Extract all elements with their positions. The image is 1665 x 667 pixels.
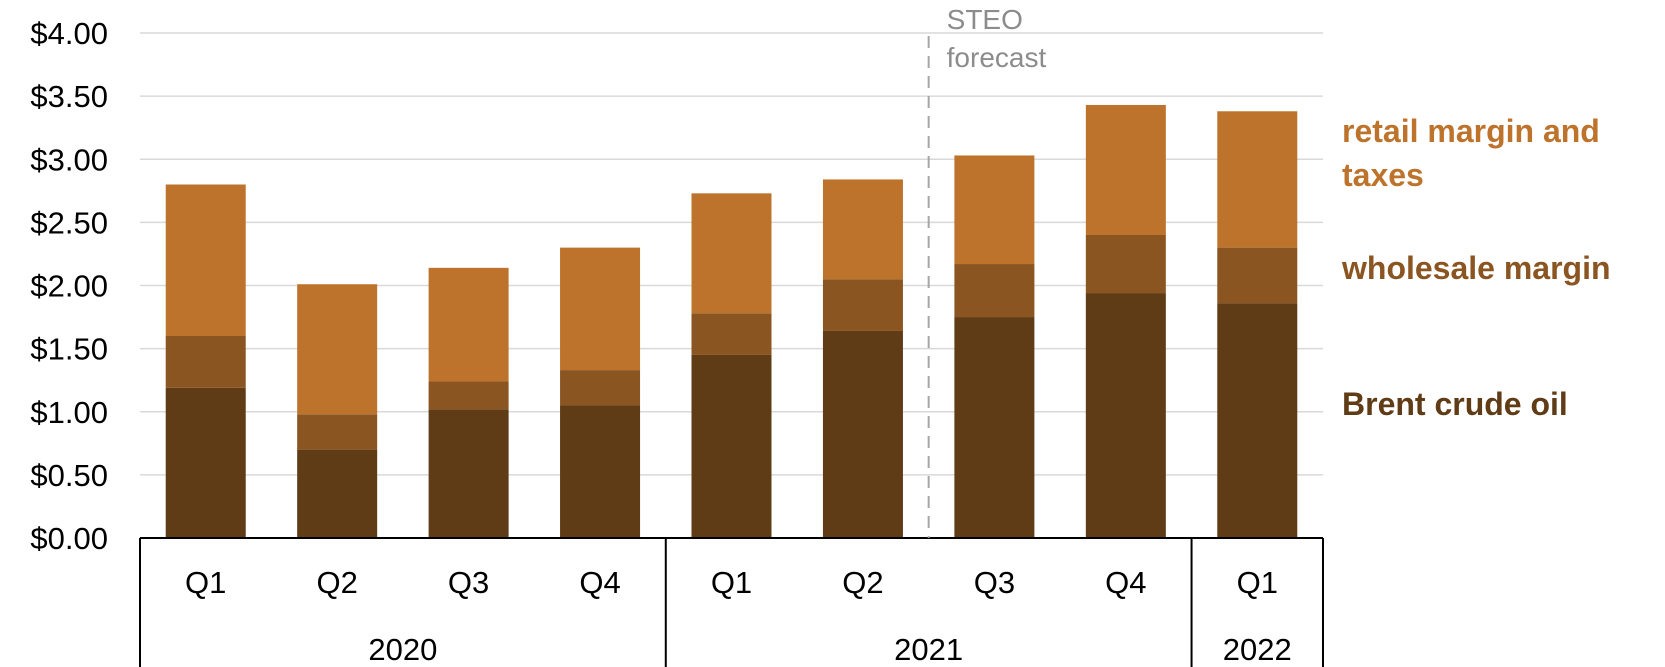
bar-segment xyxy=(560,405,641,538)
bar-segment xyxy=(297,414,378,450)
forecast-annotation: STEO forecast xyxy=(927,4,1047,538)
bar-segment xyxy=(1085,235,1166,294)
y-tick-label: $1.00 xyxy=(30,395,108,430)
forecast-label-line2: forecast xyxy=(947,42,1047,73)
y-tick-label: $1.50 xyxy=(30,332,108,367)
bar-segment xyxy=(822,279,903,331)
bars xyxy=(165,104,1298,538)
y-tick-label: $0.00 xyxy=(30,521,108,556)
legend-wholesale-margin: wholesale margin xyxy=(1341,250,1611,286)
y-tick-label: $3.00 xyxy=(30,142,108,177)
bar-segment xyxy=(297,449,378,538)
x-tick-label: Q2 xyxy=(842,565,883,600)
bar-segment xyxy=(691,193,772,314)
x-tick-label: Q4 xyxy=(579,565,620,600)
y-tick-label: $0.50 xyxy=(30,458,108,493)
x-tick-label: Q2 xyxy=(316,565,357,600)
bar-segment xyxy=(428,381,509,410)
x-tick-label: Q4 xyxy=(1105,565,1146,600)
bar-segment xyxy=(822,179,903,280)
bar-segment xyxy=(691,354,772,538)
x-tick-label: Q3 xyxy=(974,565,1015,600)
bar-segment xyxy=(1217,111,1298,248)
bar-segment xyxy=(1085,104,1166,236)
legend: retail margin and taxes wholesale margin… xyxy=(1341,113,1611,422)
bar-segment xyxy=(165,387,246,538)
bar-segment xyxy=(165,336,246,388)
bar-segment xyxy=(165,184,246,336)
legend-retail-margin-line1: retail margin and xyxy=(1342,113,1600,149)
bar-segment xyxy=(691,313,772,355)
bar-segment xyxy=(428,409,509,538)
x-tick-label: Q1 xyxy=(1237,565,1278,600)
x-tick-label: Q1 xyxy=(185,565,226,600)
y-tick-label: $3.50 xyxy=(30,79,108,114)
bar-segment xyxy=(428,267,509,382)
bar-segment xyxy=(954,155,1035,265)
y-tick-label: $2.00 xyxy=(30,269,108,304)
x-group-label: 2021 xyxy=(894,632,963,667)
y-axis: $0.00 $0.50 $1.00 $1.50 $2.00 $2.50 $3.00 $3.50… xyxy=(30,16,108,556)
y-tick-label: $2.50 xyxy=(30,205,108,240)
bar-segment xyxy=(954,317,1035,538)
bar-segment xyxy=(297,284,378,415)
bar-segment xyxy=(560,370,641,406)
legend-brent-crude-oil: Brent crude oil xyxy=(1342,386,1568,422)
x-axis: Q1 Q2 Q3 Q4 Q1 Q2 Q3 Q4 Q1 2020 2021 2022 xyxy=(139,537,1324,667)
y-tick-label: $4.00 xyxy=(30,16,108,51)
bar-segment xyxy=(560,247,641,371)
x-group-label: 2020 xyxy=(368,632,437,667)
x-group-label: 2022 xyxy=(1223,632,1292,667)
bar-segment xyxy=(1217,303,1298,538)
x-tick-label: Q1 xyxy=(711,565,752,600)
bar-segment xyxy=(1085,293,1166,538)
legend-retail-margin-line2: taxes xyxy=(1342,157,1424,193)
bar-segment xyxy=(1217,247,1298,304)
bar-segment xyxy=(822,330,903,538)
forecast-label-line1: STEO xyxy=(947,4,1023,35)
bar-segment xyxy=(954,264,1035,318)
x-tick-label: Q3 xyxy=(448,565,489,600)
